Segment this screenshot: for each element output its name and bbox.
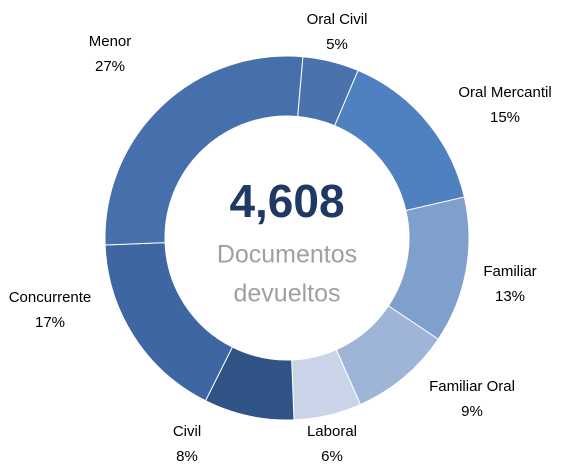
donut-segment	[334, 69, 465, 212]
value-label: 27%	[95, 58, 125, 75]
segment-label: Familiar	[483, 263, 536, 280]
segment-label: Civil	[173, 423, 201, 440]
segment-label: Laboral	[307, 423, 357, 440]
center-text: devueltos	[233, 280, 340, 308]
segment-label: Menor	[89, 33, 132, 50]
segment-label: Concurrente	[9, 289, 92, 306]
center-text: Documentos	[217, 241, 357, 269]
value-label: 8%	[176, 448, 198, 465]
value-label: 5%	[326, 36, 348, 53]
value-label: 6%	[321, 448, 343, 465]
value-label: 13%	[495, 288, 525, 305]
segment-label: Familiar Oral	[429, 378, 515, 395]
center-value: 4,608	[229, 175, 344, 227]
value-label: 15%	[490, 109, 520, 126]
segment-label: Oral Civil	[307, 11, 368, 28]
value-label: 17%	[35, 314, 65, 331]
donut-segment	[104, 242, 234, 402]
value-label: 9%	[461, 403, 483, 420]
donut-segment	[104, 55, 304, 246]
segment-label: Oral Mercantil	[458, 84, 551, 101]
